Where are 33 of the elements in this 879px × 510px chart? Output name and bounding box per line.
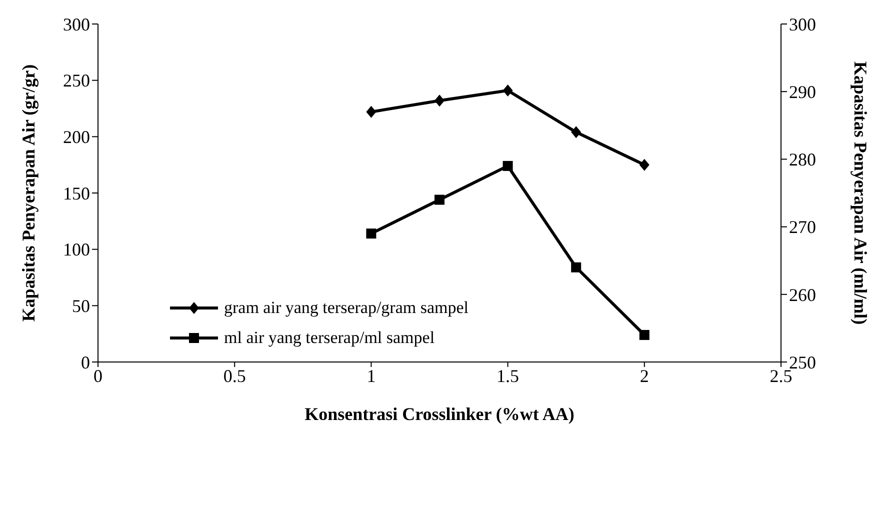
y2-tick-label: 290 <box>789 82 816 102</box>
x-tick-label: 2 <box>640 366 649 386</box>
point <box>434 194 444 205</box>
point <box>502 84 513 96</box>
legend-label: ml air yang terserap/ml sampel <box>224 328 435 348</box>
point <box>434 94 444 107</box>
y-tick-label: 100 <box>63 240 90 260</box>
y2-tick-label: 250 <box>789 352 816 372</box>
y-tick-label: 0 <box>81 352 90 372</box>
point <box>366 106 376 118</box>
y2-tick-label: 260 <box>789 284 816 305</box>
y-tick-label: 250 <box>63 70 90 91</box>
y-tick-label: 300 <box>63 14 90 34</box>
point <box>366 228 376 239</box>
y-tick-label: 150 <box>63 183 90 204</box>
point <box>502 160 513 171</box>
y2-tick-label: 280 <box>789 150 816 170</box>
x-tick-label: 1 <box>366 366 376 386</box>
point <box>639 330 650 340</box>
y2-tick-label: 270 <box>789 217 816 238</box>
y2-axis-title: Kapasitas Penyerapan Air (ml/ml) <box>850 61 871 325</box>
x-axis-title: Konsentrasi Crosslinker (%wt AA) <box>304 404 574 424</box>
y-tick-label: 50 <box>72 296 90 316</box>
point <box>571 126 582 138</box>
legend-label: gram air yang terserap/gram sampel <box>224 298 469 318</box>
x-tick-label: 0 <box>94 366 102 386</box>
x-tick-label: 0.5 <box>223 366 246 386</box>
point <box>639 158 650 171</box>
y2-tick-label: 300 <box>789 14 816 34</box>
y-axis-title: Kapasitas Penyerapan Air (gr/gr) <box>18 64 38 322</box>
point <box>571 262 582 272</box>
x-tick-label: 1.5 <box>496 366 520 386</box>
y-tick-label: 200 <box>63 127 90 148</box>
